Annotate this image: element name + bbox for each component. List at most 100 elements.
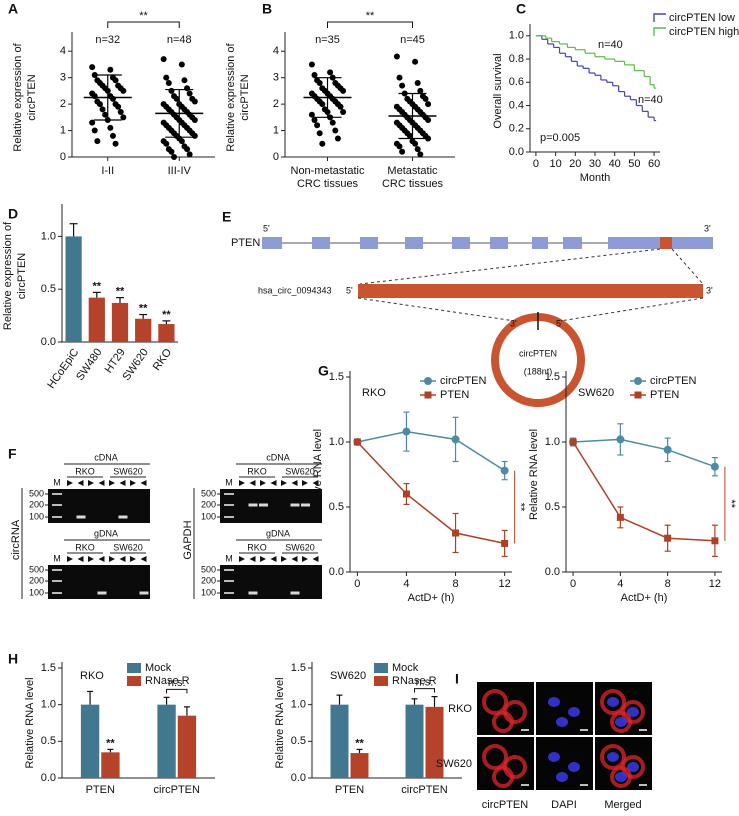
nucleus — [607, 697, 619, 707]
dot — [191, 132, 198, 139]
y-axis-label: Relative expression of — [2, 221, 14, 330]
x-tick-label: 10 — [549, 158, 561, 170]
x-tick-label: 8 — [665, 578, 671, 590]
lane-label: SW620 — [285, 466, 315, 476]
row-label: RKO — [448, 703, 472, 715]
legend-swatch — [127, 676, 141, 686]
primer-arrow — [302, 480, 308, 486]
legend-label: Mock — [392, 662, 419, 674]
primer-arrow — [77, 480, 84, 486]
y-tick-label: 1 — [273, 124, 279, 136]
dot — [396, 74, 403, 81]
nucleus — [615, 772, 627, 782]
nucleus — [627, 707, 639, 717]
legend-label: circPTEN — [650, 375, 697, 387]
dot — [186, 151, 193, 158]
dot — [112, 140, 119, 147]
dot — [117, 109, 124, 116]
circ-end: 3' — [706, 285, 713, 295]
nucleus — [615, 717, 627, 727]
legend-swatch — [127, 663, 141, 673]
x-tick-label: CRC tissues — [382, 178, 444, 190]
cell-signal — [600, 689, 626, 715]
chart-title: RKO — [362, 387, 386, 399]
y-axis-label: Overall survival — [492, 53, 504, 128]
bar — [177, 715, 197, 778]
n-label: n=45 — [400, 34, 425, 46]
row-label: SW620 — [436, 758, 472, 770]
y-axis-label: Relative RNA level — [528, 429, 540, 520]
bar — [101, 752, 120, 778]
dot — [94, 138, 101, 145]
dot — [115, 103, 122, 110]
legend-swatch — [374, 663, 388, 673]
ladder-band — [52, 569, 62, 571]
significance-bracket — [166, 688, 188, 694]
column-label: Merged — [604, 799, 641, 811]
panel-label: H — [8, 651, 18, 667]
circ-length: (188nt) — [524, 366, 553, 376]
bar — [350, 753, 369, 778]
significance-label: ** — [725, 499, 737, 508]
annotation: n=40 — [598, 39, 623, 51]
dot — [99, 106, 106, 113]
dot — [340, 87, 347, 94]
x-tick-label: 12 — [709, 578, 721, 590]
dot — [412, 58, 419, 65]
dot — [417, 87, 424, 94]
y-tick-label: 0.5 — [545, 501, 560, 513]
gel-band — [76, 515, 86, 519]
significance-label: ** — [93, 280, 102, 292]
y-tick-label: 1.0 — [291, 699, 306, 711]
primer-arrow — [312, 480, 319, 486]
n-label: n=35 — [315, 34, 340, 46]
x-axis-label: ActD+ (h) — [408, 592, 455, 604]
dot — [173, 95, 180, 102]
ladder-label: 500 — [29, 488, 44, 498]
bar — [330, 704, 349, 778]
nucleus — [548, 752, 560, 762]
lane-label: RKO — [75, 466, 95, 476]
primer-arrow — [312, 556, 319, 562]
primer-arrow — [88, 556, 94, 562]
cell-signal — [482, 689, 508, 715]
primer-arrow — [119, 556, 126, 562]
lane-label: RKO — [247, 466, 267, 476]
dot — [107, 66, 114, 73]
y-axis-label: Relative expression of — [225, 42, 237, 151]
x-tick-label: RKO — [151, 346, 175, 373]
y-tick-label: 1.0 — [41, 230, 56, 242]
marker-label: M — [225, 553, 233, 563]
cell-signal — [610, 766, 632, 788]
y-tick-label: 4 — [60, 45, 66, 57]
ladder-label: 100 — [201, 511, 216, 521]
primer-arrow — [239, 480, 245, 486]
legend-label: RNase R — [392, 675, 437, 687]
y-tick-label: 3 — [60, 72, 66, 84]
point — [569, 438, 577, 446]
primer-arrow — [270, 480, 277, 486]
junction-end: 5' — [556, 318, 563, 328]
lane-label: RKO — [247, 542, 267, 552]
y-tick-label: 3 — [273, 72, 279, 84]
exon — [563, 237, 582, 249]
panel-label: D — [8, 206, 18, 222]
legend-marker — [424, 391, 432, 399]
gel-band — [248, 503, 258, 507]
dot — [163, 74, 170, 81]
dot — [334, 135, 341, 142]
point — [664, 534, 672, 542]
point — [452, 529, 460, 537]
primer-arrow — [130, 480, 136, 486]
series-line — [357, 430, 506, 472]
lane-label: RKO — [75, 542, 95, 552]
dot — [171, 154, 178, 160]
dot — [91, 93, 98, 100]
exon — [608, 237, 660, 249]
dot — [120, 87, 127, 94]
dot — [89, 119, 96, 126]
lane-label: SW620 — [113, 466, 143, 476]
legend-marker — [424, 377, 432, 385]
exons — [262, 237, 713, 249]
